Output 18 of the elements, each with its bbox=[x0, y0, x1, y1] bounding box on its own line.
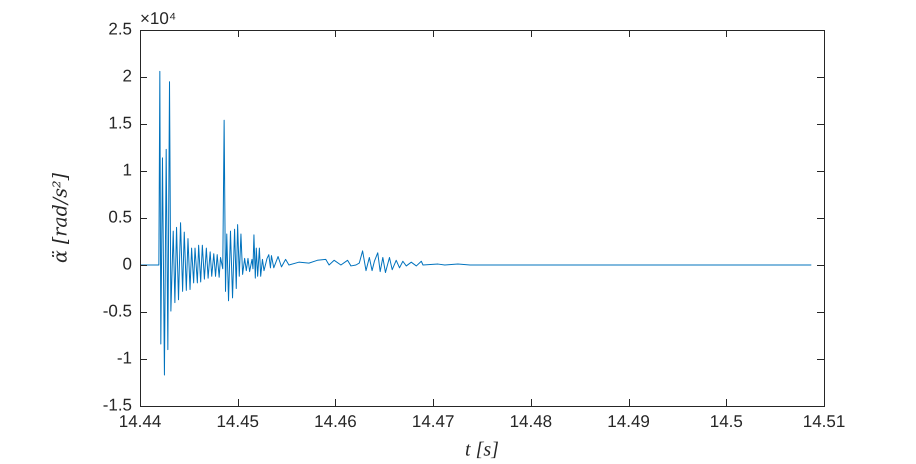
y-axis-title: α̈ [rad/s²] bbox=[49, 172, 72, 264]
x-tick-label: 14.47 bbox=[412, 412, 454, 431]
y-tick-label: 0 bbox=[122, 254, 132, 274]
x-tick-label: 14.5 bbox=[710, 412, 743, 431]
x-tick-label: 14.51 bbox=[802, 412, 846, 431]
text: ×10⁴ bbox=[140, 9, 176, 28]
y-tick-label: 0.5 bbox=[108, 208, 132, 227]
y-tick-label: 2 bbox=[122, 66, 132, 86]
y-tick-label: 2.5 bbox=[108, 20, 132, 39]
x-tick-label: 14.49 bbox=[607, 412, 650, 431]
x-axis-title: t [s] bbox=[465, 438, 499, 460]
y-tick-label: -0.5 bbox=[102, 302, 132, 321]
x-tick-label: 14.45 bbox=[216, 412, 259, 431]
y-tick-label: 1 bbox=[122, 160, 132, 180]
x-tick-label: 14.48 bbox=[510, 412, 552, 431]
y-tick-label: -1 bbox=[116, 348, 132, 368]
x-tick-label: 14.46 bbox=[314, 412, 357, 431]
y-tick-label: 1.5 bbox=[108, 114, 132, 133]
